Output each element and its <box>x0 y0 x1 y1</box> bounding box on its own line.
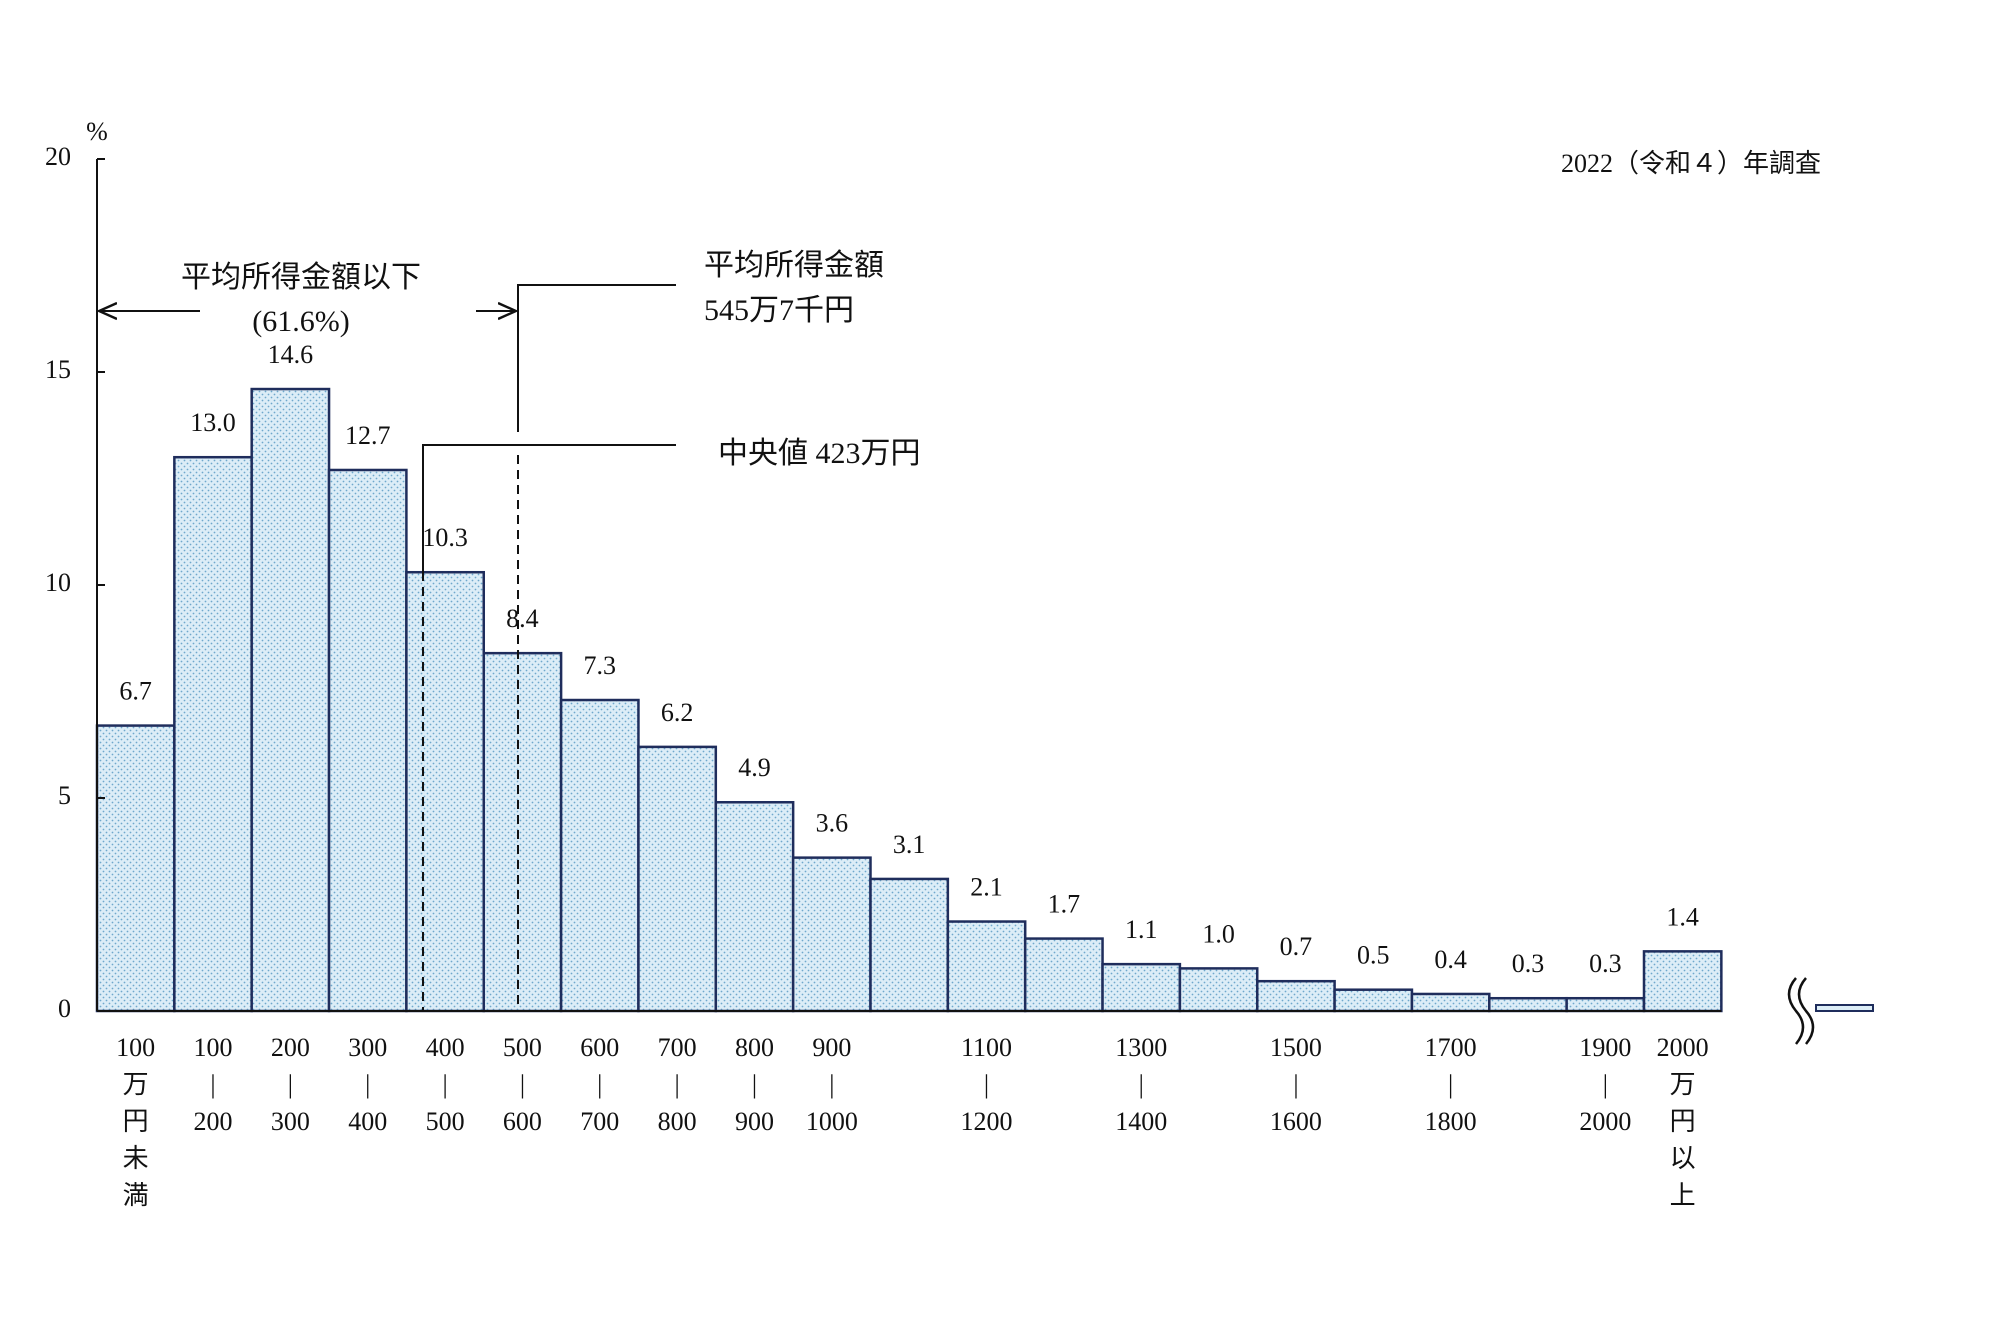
x-tick-label: 100 万円未満 <box>116 1033 155 1210</box>
data-label: 1.0 <box>1202 919 1235 948</box>
data-label: 0.5 <box>1357 941 1390 970</box>
x-tick-label: 1300 | 1400 <box>1115 1033 1167 1136</box>
annotation-lines <box>99 284 1874 1045</box>
bar <box>250 387 331 1013</box>
x-tick-label: 600 | 700 <box>580 1033 619 1136</box>
x-tick-label: 500 | 600 <box>503 1033 542 1136</box>
bar <box>869 877 950 1013</box>
x-tick-label: 1500 | 1600 <box>1270 1033 1322 1136</box>
bar <box>482 651 563 1013</box>
data-label: 0.3 <box>1512 949 1545 978</box>
y-tick-label: 15 <box>45 355 71 384</box>
data-label: 3.6 <box>816 809 849 838</box>
x-tick-label: 2000 万円以上 <box>1657 1033 1709 1210</box>
data-label: 1.1 <box>1125 915 1158 944</box>
x-tick-label: 1900 | 2000 <box>1579 1033 1631 1136</box>
bar <box>405 570 485 1013</box>
data-label: 0.3 <box>1589 949 1622 978</box>
bar <box>714 801 795 1013</box>
data-label: 1.7 <box>1048 890 1081 919</box>
subtitle: 2022（令和４）年調査 <box>1561 149 1821 178</box>
annotation: (61.6%) <box>252 305 349 338</box>
y-tick-label: 5 <box>58 781 71 810</box>
y-tick-label: 20 <box>45 142 71 171</box>
bar <box>1101 962 1182 1013</box>
bar <box>173 455 253 1013</box>
data-label: 14.6 <box>268 340 314 369</box>
data-label: 0.7 <box>1280 932 1313 961</box>
annotation: 中央値 423万円 <box>718 437 921 470</box>
data-label: 2.1 <box>970 873 1003 902</box>
x-tick-label: 1700 | 1800 <box>1425 1033 1477 1136</box>
bar <box>791 856 872 1013</box>
bar <box>1333 988 1414 1013</box>
bar <box>1642 950 1723 1013</box>
x-tick-label: 200 | 300 <box>271 1033 310 1136</box>
x-tick-label: 700 | 800 <box>658 1033 697 1136</box>
bar <box>946 920 1027 1013</box>
bar <box>637 745 718 1013</box>
bar <box>1178 967 1259 1013</box>
bar <box>1488 996 1568 1013</box>
bar <box>1565 996 1646 1013</box>
x-tick-label: 100 | 200 <box>194 1033 233 1136</box>
x-tick-label: 300 | 400 <box>348 1033 387 1136</box>
x-tick-label: 1100 | 1200 <box>961 1033 1013 1136</box>
y-tick-label: 0 <box>58 994 71 1023</box>
x-tick-label: 400 | 500 <box>426 1033 465 1136</box>
x-tick-label: 900 | 1000 <box>806 1033 858 1136</box>
x-tick-label: 800 | 900 <box>735 1033 774 1136</box>
data-label: 6.7 <box>119 677 152 706</box>
bar <box>559 698 640 1013</box>
data-label: 10.3 <box>422 523 468 552</box>
bars <box>95 387 1723 1013</box>
data-label: 3.1 <box>893 830 926 859</box>
data-label: 7.3 <box>584 651 617 680</box>
bar <box>327 468 408 1013</box>
data-label: 0.4 <box>1434 945 1467 974</box>
y-tick-label: 10 <box>45 568 71 597</box>
data-label: 8.4 <box>506 604 539 633</box>
bar <box>1023 937 1104 1013</box>
annotation: 平均所得金額以下 <box>181 261 421 294</box>
data-label: 12.7 <box>345 421 391 450</box>
annotation: 545万7千円 <box>704 294 854 327</box>
data-label: 1.4 <box>1666 902 1699 931</box>
bar <box>1410 992 1491 1013</box>
data-label: 6.2 <box>661 698 694 727</box>
data-label: 4.9 <box>738 753 771 782</box>
bar <box>1256 979 1336 1013</box>
annotation: 平均所得金額 <box>704 249 884 282</box>
bar <box>95 724 176 1013</box>
data-label: 13.0 <box>190 408 236 437</box>
y-axis-label: % <box>86 117 108 146</box>
